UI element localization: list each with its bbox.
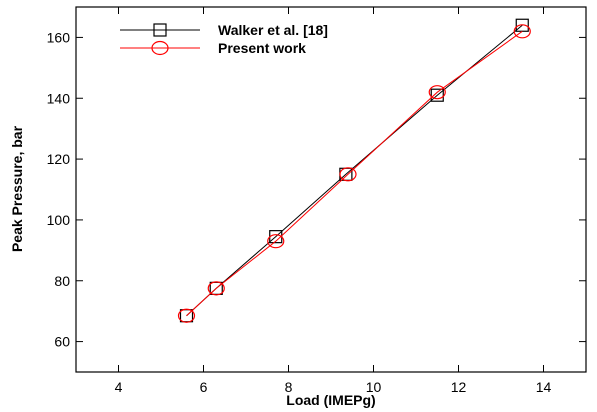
data-point (267, 234, 285, 249)
y-tick-label: 160 (47, 29, 71, 45)
data-point (430, 88, 444, 102)
data-point (339, 167, 357, 182)
x-tick-label: 6 (200, 379, 208, 395)
data-point (428, 85, 446, 100)
y-tick-label: 80 (54, 273, 70, 289)
y-tick-label: 100 (47, 212, 71, 228)
axis-ticks: 4 6 8 10 12 14 60 80 100 120 140 160 (47, 7, 586, 395)
x-axis-title: Load (IMEPg) (286, 392, 375, 408)
legend-marker (151, 40, 169, 56)
legend: Walker et al. [18] Present work (120, 22, 328, 56)
x-tick-label: 10 (366, 379, 382, 395)
legend-item: Walker et al. [18] (120, 22, 328, 38)
y-tick-label: 60 (54, 334, 70, 350)
data-point (207, 281, 225, 296)
legend-marker (153, 23, 167, 37)
x-tick-label: 4 (115, 379, 123, 395)
x-tick-label: 8 (285, 379, 293, 395)
series-line (186, 30, 523, 317)
legend-label: Walker et al. [18] (218, 22, 328, 38)
x-tick-label: 12 (451, 379, 467, 395)
legend-item: Present work (120, 40, 306, 56)
series-2 (177, 24, 531, 323)
series-layer (177, 18, 531, 323)
y-tick-label: 140 (47, 90, 71, 106)
x-tick-label: 14 (536, 379, 552, 395)
y-axis-title: Peak Pressure, bar (9, 125, 25, 252)
data-point (177, 308, 196, 323)
data-point (513, 24, 531, 39)
plot-frame (75, 6, 587, 373)
y-tick-label: 120 (47, 151, 71, 167)
legend-label: Present work (218, 40, 306, 56)
